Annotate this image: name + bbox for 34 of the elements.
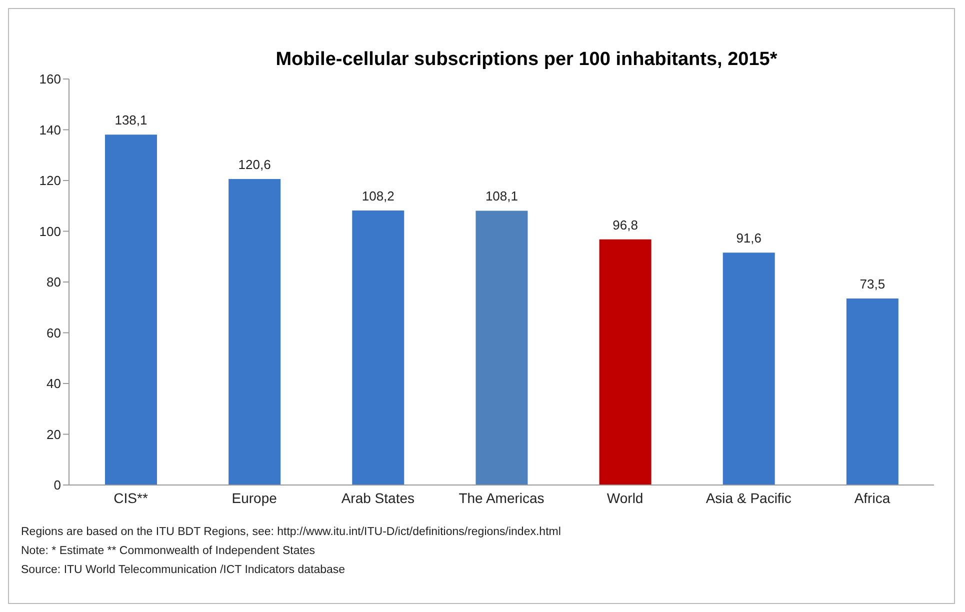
x-tick-label: Asia & Pacific xyxy=(706,490,792,506)
y-tick-label: 20 xyxy=(46,426,61,442)
y-tick-label: 120 xyxy=(39,173,61,188)
chart-title: Mobile-cellular subscriptions per 100 inhabitants, 2015* xyxy=(274,49,778,71)
data-label: 108,2 xyxy=(362,188,394,204)
x-tick-label: The Americas xyxy=(458,490,544,506)
data-label: 108,1 xyxy=(485,188,518,204)
bar xyxy=(352,210,404,485)
y-tick-label: 160 xyxy=(39,72,61,87)
y-tick-label: 100 xyxy=(39,224,61,239)
bar xyxy=(599,239,652,485)
source-note: Source: ITU World Telecommunication /ICT Indicators database xyxy=(21,563,346,578)
y-tick-label: 80 xyxy=(46,274,61,290)
y-tick-label: 140 xyxy=(39,122,61,138)
data-label: 96,8 xyxy=(612,217,638,232)
y-tick-label: 0 xyxy=(54,478,61,493)
x-tick-label: World xyxy=(606,490,644,506)
data-label: 138,1 xyxy=(114,112,148,128)
text: Note: * Estimate ** Commonwealth of Independent States xyxy=(21,544,316,559)
text: Regions are based on the ITU BDT Regions, see: http://www.itu.int/ITU-D/ict/definitions/regions/index.html xyxy=(21,525,562,540)
data-label: 73,5 xyxy=(860,276,886,292)
x-tick-label: Europe xyxy=(232,490,278,506)
y-tick-label: 40 xyxy=(46,376,61,392)
bar xyxy=(476,210,528,485)
bar xyxy=(722,252,775,485)
data-label: 91,6 xyxy=(736,230,762,246)
y-tick-label: 60 xyxy=(46,325,61,340)
bar xyxy=(228,178,281,485)
data-label: 120,6 xyxy=(238,156,271,172)
x-tick-label: CIS** xyxy=(114,490,148,506)
x-tick-label: Africa xyxy=(854,490,890,506)
bar xyxy=(105,134,157,485)
x-tick-label: Arab States xyxy=(341,490,415,506)
bar xyxy=(846,298,898,485)
